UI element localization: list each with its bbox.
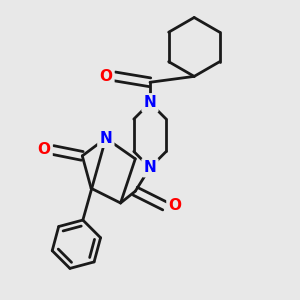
Text: N: N xyxy=(144,160,156,175)
Text: O: O xyxy=(38,142,50,158)
Text: O: O xyxy=(99,69,112,84)
Text: N: N xyxy=(100,131,112,146)
Text: O: O xyxy=(169,198,182,213)
Text: N: N xyxy=(144,95,156,110)
